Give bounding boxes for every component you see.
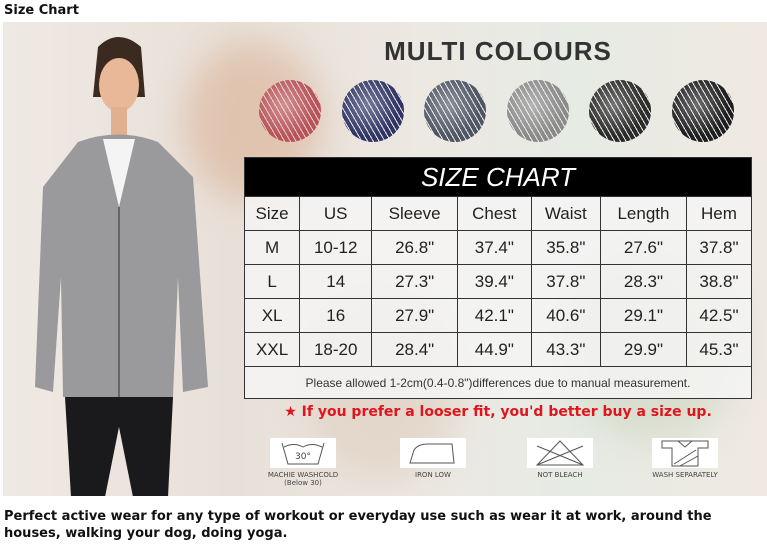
- table-cell: 40.6": [530, 298, 602, 333]
- table-row: XXL 18-20 28.4" 44.9" 43.3" 29.9" 45.3": [243, 332, 753, 367]
- table-cell: 18-20: [299, 332, 373, 367]
- care-sublabel: (Below 30): [284, 479, 322, 487]
- care-wash-cold: 30° MACHIE WASHCOLD (Below 30): [253, 438, 353, 487]
- wash-separately-icon: [661, 440, 709, 467]
- iron-low-icon: [409, 443, 455, 464]
- wash-30-icon: 30°: [281, 442, 325, 465]
- table-row: XL 16 27.9" 42.1" 40.6" 29.1" 42.5": [243, 298, 753, 333]
- table-cell: 39.4": [457, 264, 532, 299]
- size-chart-table: SIZE CHART Size US Sleeve Chest Waist Length H…: [243, 157, 753, 399]
- care-iron-low: IRON LOW: [383, 438, 483, 479]
- table-cell: 16: [299, 298, 373, 333]
- table-row: L 14 27.3" 39.4" 37.8" 28.3" 38.8": [243, 264, 753, 299]
- care-label: MACHIE WASHCOLD: [267, 471, 339, 479]
- table-row: M 10-12 26.8" 37.4" 35.8" 27.6" 37.8": [243, 230, 753, 265]
- table-cell: 14: [299, 264, 373, 299]
- page-title: Size Chart: [4, 3, 79, 18]
- table-cell: XL: [243, 298, 301, 333]
- measurement-note: Please allowed 1-2cm(0.4-0.8")difference…: [244, 366, 752, 399]
- care-label: IRON LOW: [415, 471, 451, 479]
- column-header: US: [299, 196, 373, 231]
- table-cell: 45.3": [685, 332, 753, 367]
- table-cell: 37.8": [685, 230, 753, 265]
- not-bleach-icon: [535, 440, 585, 466]
- table-cell: 29.9": [600, 332, 687, 367]
- table-cell: 27.9": [371, 298, 459, 333]
- size-tip: ★ If you prefer a looser fit, you'd bett…: [284, 404, 712, 420]
- table-cell: M: [243, 230, 301, 265]
- table-cell: 35.8": [530, 230, 602, 265]
- care-not-bleach: NOT BLEACH: [510, 438, 610, 479]
- color-swatch: [506, 80, 569, 142]
- size-chart-title: SIZE CHART: [244, 157, 752, 197]
- table-cell: 42.5": [685, 298, 753, 333]
- table-cell: 37.8": [530, 264, 602, 299]
- table-cell: 44.9": [457, 332, 532, 367]
- care-wash-separately: WASH SEPARATELY: [635, 438, 735, 479]
- color-swatch: [589, 80, 651, 142]
- table-cell: XXL: [243, 332, 301, 367]
- table-cell: 28.4": [371, 332, 459, 367]
- table-cell: 10-12: [299, 230, 373, 265]
- color-swatch: [259, 80, 321, 142]
- column-header: Length: [600, 196, 687, 231]
- table-cell: 42.1": [457, 298, 532, 333]
- svg-text:30°: 30°: [295, 452, 311, 462]
- table-cell: 26.8": [371, 230, 459, 265]
- table-cell: 29.1": [600, 298, 687, 333]
- column-header: Hem: [685, 196, 753, 231]
- table-cell: 43.3": [530, 332, 602, 367]
- care-label: WASH SEPARATELY: [652, 471, 718, 479]
- table-cell: 27.6": [600, 230, 687, 265]
- column-header: Waist: [530, 196, 602, 231]
- model-figure: [35, 37, 208, 496]
- product-description: Perfect active wear for any type of work…: [4, 509, 712, 541]
- table-cell: 37.4": [457, 230, 532, 265]
- multi-colours-heading: MULTI COLOURS: [384, 36, 612, 66]
- table-cell: 38.8": [685, 264, 753, 299]
- product-size-chart-image: MULTI COLOURS SIZE CHART Size US Sleeve Che…: [3, 22, 767, 496]
- color-swatch: [671, 80, 734, 142]
- care-label: NOT BLEACH: [537, 471, 583, 479]
- color-swatch: [341, 80, 404, 142]
- column-header: Chest: [457, 196, 532, 231]
- color-swatch: [424, 80, 486, 142]
- table-cell: 27.3": [371, 264, 459, 299]
- table-cell: 28.3": [600, 264, 687, 299]
- column-header: Sleeve: [371, 196, 459, 231]
- table-cell: L: [243, 264, 301, 299]
- column-header: Size: [243, 196, 301, 231]
